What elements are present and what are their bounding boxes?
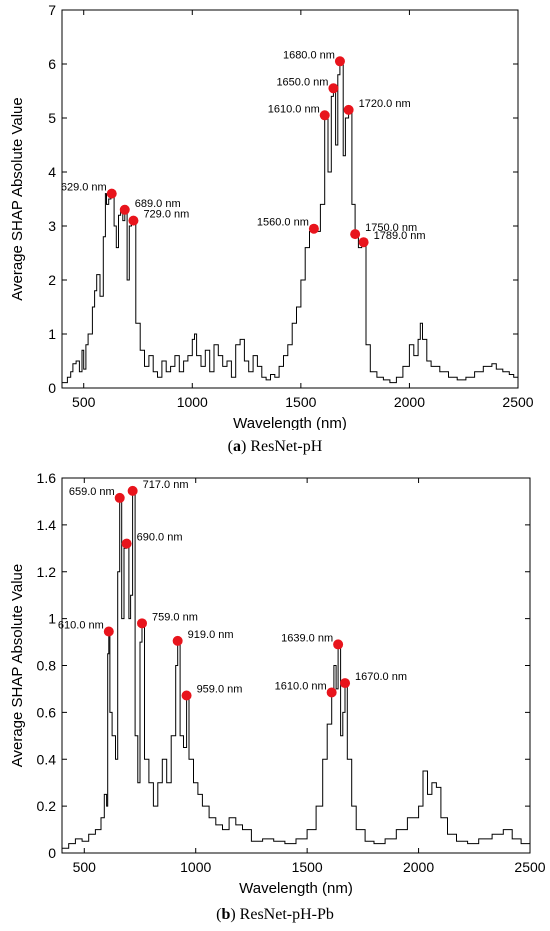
y-tick-label: 2 <box>48 272 56 288</box>
peak-label: 1750.0 nm <box>365 222 417 234</box>
caption-a: (a) ResNet-pH <box>227 438 323 455</box>
y-tick-label: 0.4 <box>37 751 57 767</box>
peak-marker <box>326 687 337 698</box>
peak-label: 1720.0 nm <box>359 98 411 110</box>
peak-marker <box>137 618 148 629</box>
y-tick-label: 1 <box>48 611 56 627</box>
peak-marker <box>319 110 330 121</box>
plot-frame <box>61 9 519 389</box>
series-line <box>62 489 531 849</box>
peak-marker <box>334 56 345 67</box>
peak-label: 1789.0 nm <box>374 230 426 242</box>
x-tick-label: 2000 <box>403 859 434 875</box>
peak-marker <box>358 237 369 248</box>
caption-b: (b) ResNet-pH-Pb <box>216 906 334 923</box>
peak-label: 1639.0 nm <box>281 632 333 644</box>
peak-marker <box>343 104 354 115</box>
y-tick-label: 0.6 <box>37 704 57 720</box>
caption-b-text: ResNet-pH-Pb <box>239 906 334 923</box>
peak-label: 659.0 nm <box>69 486 115 498</box>
x-tick-label: 2000 <box>394 394 425 410</box>
chart-panel-a: 500 1000 1500 2000 2500 0 1 2 3 4 5 6 7 Wavelength (n… <box>0 0 550 462</box>
y-tick-label: 0 <box>48 845 56 861</box>
x-tick-label: 1000 <box>177 394 208 410</box>
peak-label: 959.0 nm <box>197 684 243 696</box>
y-tick-label: 0.8 <box>37 658 57 674</box>
x-tick-label: 1500 <box>285 394 316 410</box>
peak-label: 1670.0 nm <box>355 671 407 683</box>
x-tick-label: 1000 <box>180 859 211 875</box>
peak-marker <box>350 229 361 240</box>
y-tick-label: 1.2 <box>37 564 57 580</box>
y-tick-label: 1.6 <box>37 470 57 486</box>
peak-marker <box>114 492 125 503</box>
peak-label: 1560.0 nm <box>257 217 309 229</box>
y-tick-label: 7 <box>48 2 56 18</box>
y-tick-label: 1 <box>48 326 56 342</box>
y-tick-label: 1.4 <box>37 517 57 533</box>
peak-marker <box>127 485 138 496</box>
peak-marker <box>121 538 132 549</box>
caption-a-tag: a <box>233 438 241 455</box>
caption-b-tag: b <box>221 906 231 923</box>
y-tick-label: 0 <box>48 380 56 396</box>
peak-label: 689.0 nm <box>135 198 181 210</box>
peak-marker <box>328 83 339 94</box>
peak-label: 1650.0 nm <box>276 76 328 88</box>
peak-marker <box>106 188 117 199</box>
x-tick-label: 500 <box>73 859 97 875</box>
y-tick-label: 3 <box>48 218 56 234</box>
peak-marker <box>172 635 183 646</box>
y-axis-title: Average SHAP Absolute Value <box>9 97 26 300</box>
peak-marker <box>103 626 114 637</box>
y-axis-title: Average SHAP Absolute Value <box>9 564 26 767</box>
x-axis-title: Wavelength (nm) <box>233 415 347 430</box>
y-tick-label: 0.2 <box>37 798 57 814</box>
x-tick-label: 2500 <box>514 859 545 875</box>
peak-label: 610.0 nm <box>58 620 104 632</box>
peak-marker <box>340 678 351 689</box>
peak-label: 629.0 nm <box>61 182 107 194</box>
x-axis-title: Wavelength (nm) <box>239 880 353 897</box>
caption-a-text: ResNet-pH <box>250 438 323 455</box>
peak-marker <box>333 639 344 650</box>
peak-label: 690.0 nm <box>137 532 183 544</box>
peak-marker <box>128 215 139 226</box>
x-tick-label: 1500 <box>292 859 323 875</box>
peak-label: 1680.0 nm <box>283 49 335 61</box>
y-tick-label: 6 <box>48 56 56 72</box>
peak-label: 717.0 nm <box>143 479 189 491</box>
peak-label: 729.0 nm <box>143 209 189 221</box>
peak-label: 919.0 nm <box>188 629 234 641</box>
chart-b: 500 1000 1500 2000 2500 0 0.2 0.4 0.6 0.8 1 1.2 1.4 1… <box>9 470 546 897</box>
y-tick-label: 5 <box>48 110 56 126</box>
peak-marker <box>181 690 192 701</box>
peak-label: 759.0 nm <box>152 611 198 623</box>
chart-panel-b: 500 1000 1500 2000 2500 0 0.2 0.4 0.6 0.8 1 1.2 1.4 1… <box>0 462 550 931</box>
chart-a: 500 1000 1500 2000 2500 0 1 2 3 4 5 6 7 Wavelength (n… <box>9 2 534 430</box>
peak-label: 1610.0 nm <box>275 680 327 692</box>
peak-marker <box>308 223 319 234</box>
x-tick-label: 500 <box>72 394 96 410</box>
y-tick-label: 4 <box>48 164 56 180</box>
peak-marker <box>119 204 130 215</box>
x-tick-label: 2500 <box>502 394 533 410</box>
peak-label: 1610.0 nm <box>268 103 320 115</box>
